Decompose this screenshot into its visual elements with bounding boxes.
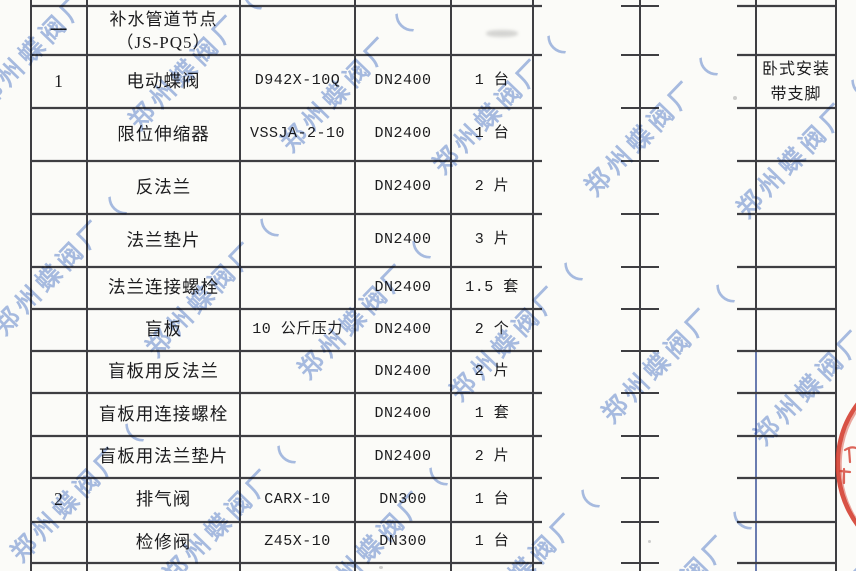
table-cell-name: 盲板用反法兰 [108, 361, 219, 382]
scan-speck [648, 540, 651, 543]
table-cell-serial: 2 [54, 489, 64, 510]
table-cell-serial: 一 [49, 19, 69, 40]
table-cell-name: 排气阀 [135, 489, 192, 510]
table-cell-qty: 1 套 [474, 405, 510, 423]
table-cell-name: 电动蝶阀 [126, 70, 201, 91]
table-cell-qty: 2 片 [474, 362, 510, 380]
watermark-text: 郑州蝶阀厂（ [580, 53, 725, 202]
table-cell-spec: DN2400 [374, 231, 432, 249]
table-cell-name: 盲板用连接螺栓 [98, 403, 229, 424]
table-cell-spec: DN2400 [374, 405, 432, 423]
table-cell-qty: 1.5 套 [465, 278, 519, 296]
watermark-text: 郑州蝶阀厂（ [749, 302, 856, 451]
table-cell-spec: DN2400 [374, 125, 432, 143]
table-cell-spec: DN2400 [374, 278, 432, 296]
scan-speck [733, 96, 737, 100]
watermark-text: 郑州蝶阀厂（ [761, 524, 856, 571]
table-cell-qty: 3 片 [474, 231, 510, 249]
table-cell-model: VSSJA-2-10 [249, 125, 345, 143]
table-cell-spec: DN2400 [374, 362, 432, 380]
table-cell-notes: 卧式安装 带支脚 [761, 60, 830, 103]
table-cell-name: 法兰垫片 [126, 229, 201, 250]
scan-speck [379, 566, 383, 569]
table-cell-name: 检修阀 [135, 531, 192, 552]
table-cell-name: 盲板用法兰垫片 [98, 446, 229, 467]
table-cell-spec: DN2400 [374, 72, 432, 90]
table-cell-spec: DN2400 [374, 447, 432, 465]
table-cell-name: 限位伸缩器 [117, 123, 210, 144]
table-cell-qty: 2 片 [474, 178, 510, 196]
table-cell-model: Z45X-10 [264, 533, 331, 551]
table-cell-spec: DN2400 [374, 320, 432, 338]
table-cell-qty: 1 台 [474, 533, 510, 551]
table-cell-name: 反法兰 [135, 176, 192, 197]
table-cell-name: 盲板 [145, 319, 182, 340]
scan-smudge [486, 30, 518, 37]
table-cell-name: 补水管道节点 （JS-PQ5） [109, 9, 218, 52]
table-cell-spec: DN300 [379, 490, 427, 508]
table-cell-model: D942X-10Q [254, 72, 341, 90]
table-cell-qty: 1 台 [474, 125, 510, 143]
table-cell-qty: 1 台 [474, 72, 510, 90]
table-cell-qty: 2 片 [474, 447, 510, 465]
table-cell-qty: 2 个 [474, 320, 510, 338]
table-cell-spec: DN300 [379, 533, 427, 551]
table-cell-model: CARX-10 [264, 490, 331, 508]
table-cell-name: 法兰连接螺栓 [108, 277, 219, 298]
watermark-text: 郑州蝶阀厂（ [609, 502, 758, 571]
table-cell-qty: 1 台 [474, 490, 510, 508]
table-cell-spec: DN2400 [374, 178, 432, 196]
watermark-text: 郑州蝶阀厂（ [597, 280, 742, 429]
table-cell-model: 10 公斤压力 [252, 320, 343, 338]
table-cell-serial: 1 [54, 70, 64, 91]
